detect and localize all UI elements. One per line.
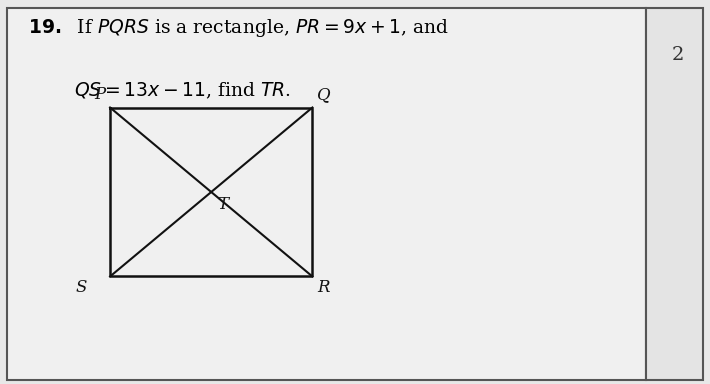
Bar [646,8,703,380]
Text: R: R [317,279,329,296]
Text: P: P [94,86,105,103]
Text: T: T [217,196,228,213]
Text: S: S [75,279,87,296]
Text: $\mathbf{19.}$  If $\mathit{PQRS}$ is a rectangle, $\mathit{PR}=9x+1$, and: $\mathbf{19.}$ If $\mathit{PQRS}$ is a r… [28,17,449,39]
Text: Q: Q [317,86,331,103]
Text: 2: 2 [672,46,684,64]
Text: $\mathit{QS}=13x-11$, find $\mathit{TR}$.: $\mathit{QS}=13x-11$, find $\mathit{TR}$… [74,81,291,101]
